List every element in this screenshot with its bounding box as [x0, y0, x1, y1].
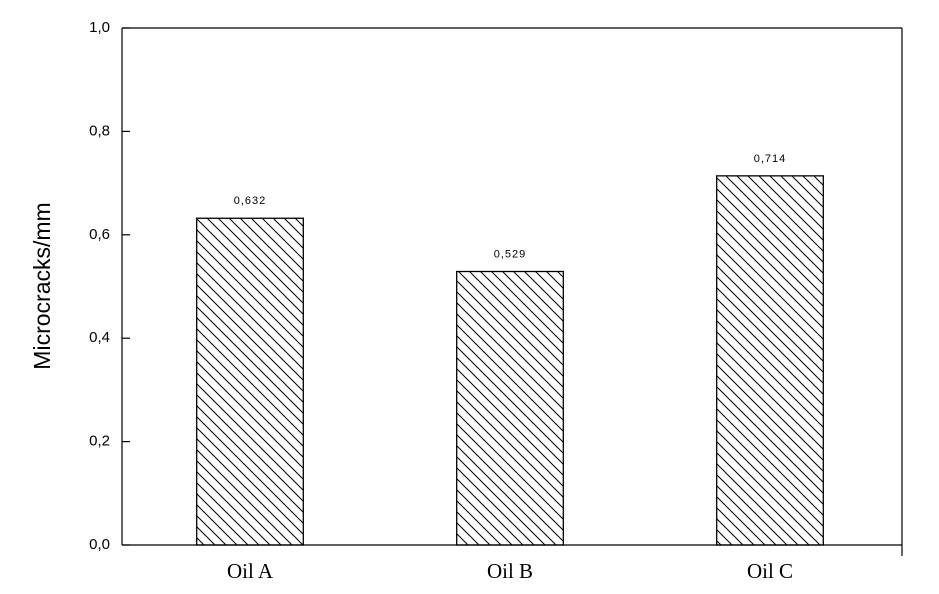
- value-label: 0,714: [754, 153, 787, 165]
- y-tick-label: 0,2: [89, 433, 110, 450]
- bar: [456, 270, 564, 546]
- value-label: 0,632: [234, 195, 267, 207]
- x-tick-label: Oil A: [227, 559, 274, 583]
- value-label: 0,529: [494, 248, 527, 260]
- x-tick-label: Oil B: [487, 559, 533, 583]
- bar: [716, 175, 824, 546]
- y-axis-label: Microcracks/mm: [29, 202, 55, 369]
- y-tick-label: 1,0: [89, 19, 110, 36]
- y-tick-label: 0,6: [89, 226, 110, 243]
- y-tick-label: 0,0: [89, 536, 110, 553]
- bar: [196, 217, 304, 546]
- x-tick-label: Oil C: [747, 559, 793, 583]
- y-tick-label: 0,8: [89, 122, 110, 139]
- y-tick-label: 0,4: [89, 329, 110, 346]
